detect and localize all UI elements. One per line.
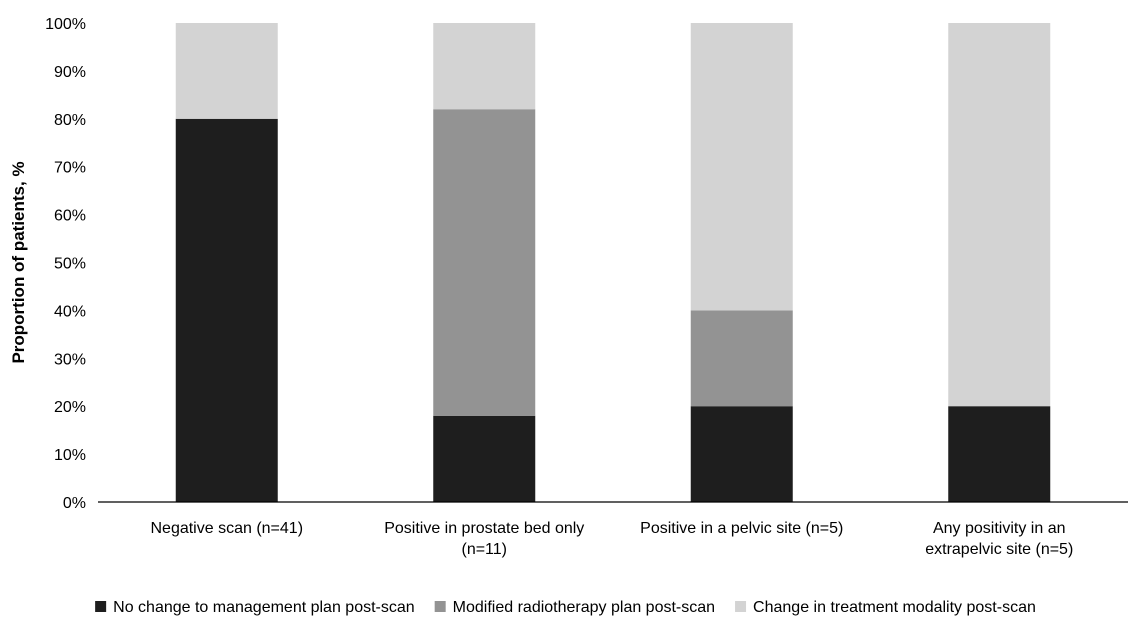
- legend-item: No change to management plan post-scan: [95, 599, 415, 616]
- y-tick-label: 20%: [54, 399, 86, 416]
- x-category-label-line: extrapelvic site (n=5): [925, 541, 1073, 558]
- legend-item: Change in treatment modality post-scan: [735, 599, 1036, 616]
- bar-segment-series0-cat3: [948, 406, 1051, 502]
- x-category-label-line: Negative scan (n=41): [150, 520, 303, 537]
- x-category-label-line: Positive in a pelvic site (n=5): [640, 520, 843, 537]
- bar-segment-series0-cat2: [690, 406, 793, 502]
- x-category-label: Positive in a pelvic site (n=5): [640, 520, 843, 537]
- y-tick-label: 0%: [63, 495, 86, 512]
- bars-group: [175, 23, 1051, 503]
- x-axis-labels: Negative scan (n=41) Positive in prostate…: [150, 520, 1073, 558]
- y-tick-label: 60%: [54, 208, 86, 225]
- bar-segment-series2-cat0: [175, 23, 278, 119]
- legend-label: Change in treatment modality post-scan: [753, 599, 1036, 616]
- y-tick-label: 100%: [45, 16, 86, 33]
- y-tick-label: 50%: [54, 256, 86, 273]
- y-tick-label: 70%: [54, 160, 86, 177]
- y-tick-label: 90%: [54, 64, 86, 81]
- x-category-label-line: Positive in prostate bed only: [384, 520, 584, 537]
- x-category-label: Any positivity in an extrapelvic site (n=…: [925, 520, 1073, 558]
- bar-segment-series1-cat2: [690, 310, 793, 407]
- legend-label: Modified radiotherapy plan post-scan: [453, 599, 715, 616]
- y-tick-label: 30%: [54, 351, 86, 368]
- x-category-label: Negative scan (n=41): [150, 520, 303, 537]
- y-tick-label: 80%: [54, 112, 86, 129]
- bar-segment-series0-cat0: [175, 118, 278, 503]
- legend-item: Modified radiotherapy plan post-scan: [434, 599, 715, 616]
- bar-segment-series1-cat1: [433, 109, 536, 416]
- x-category-label: Positive in prostate bed only (n=11): [384, 520, 584, 558]
- y-axis-ticks: 0% 10% 20% 30% 40% 50% 60% 70% 80% 90% 100%: [45, 16, 86, 512]
- y-tick-label: 40%: [54, 303, 86, 320]
- legend-swatch: [95, 601, 107, 612]
- x-category-label-line: (n=11): [461, 541, 507, 558]
- x-category-label-line: Any positivity in an: [933, 520, 1066, 537]
- legend-label: No change to management plan post-scan: [113, 599, 415, 616]
- bar-segment-series2-cat2: [690, 23, 793, 311]
- y-tick-label: 10%: [54, 447, 86, 464]
- bar-segment-series2-cat1: [433, 23, 536, 110]
- bar-segment-series0-cat1: [433, 415, 536, 502]
- legend: No change to management plan post-scan Mo…: [95, 599, 1036, 616]
- y-axis-label: Proportion of patients, %: [9, 161, 28, 363]
- legend-swatch: [735, 601, 747, 612]
- bar-segment-series2-cat3: [948, 23, 1051, 407]
- legend-swatch: [434, 601, 446, 612]
